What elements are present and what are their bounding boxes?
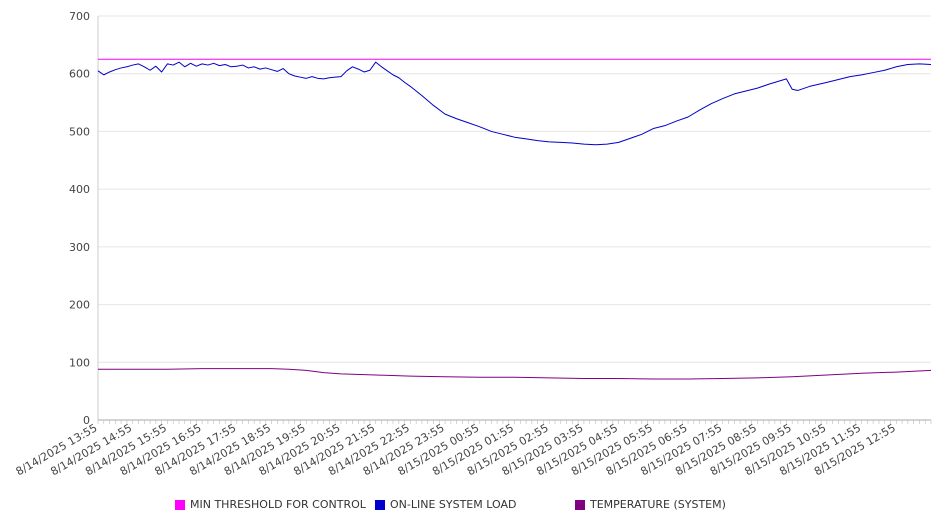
y-tick-label: 300: [69, 241, 90, 254]
legend-label-min-threshold: MIN THRESHOLD FOR CONTROL: [190, 498, 366, 511]
legend-label-system-load: ON-LINE SYSTEM LOAD: [390, 498, 517, 511]
series-line-system-load: [97, 61, 932, 146]
legend-swatch-system-load: [375, 499, 385, 510]
y-tick-label: 100: [69, 356, 90, 369]
legend-swatch-temperature: [575, 499, 585, 510]
y-tick-label: 200: [69, 299, 90, 312]
legend-swatch-min-threshold: [175, 499, 185, 510]
y-tick-label: 500: [69, 125, 90, 138]
legend: MIN THRESHOLD FOR CONTROL ON-LINE SYSTEM…: [0, 498, 946, 514]
legend-label-temperature: TEMPERATURE (SYSTEM): [590, 498, 726, 511]
y-tick-label: 600: [69, 68, 90, 81]
legend-item-min-threshold[interactable]: MIN THRESHOLD FOR CONTROL: [175, 498, 366, 511]
series-lines: [97, 58, 932, 380]
grid-lines: [98, 15, 931, 363]
y-tick-label: 700: [69, 10, 90, 23]
y-tick-label: 0: [83, 414, 90, 427]
y-tick-label: 400: [69, 183, 90, 196]
legend-item-temperature[interactable]: TEMPERATURE (SYSTEM): [575, 498, 726, 511]
legend-item-system-load[interactable]: ON-LINE SYSTEM LOAD: [375, 498, 516, 511]
axes: [97, 16, 932, 424]
x-tick-labels: 8/14/2025 13:558/14/2025 14:558/14/2025 …: [14, 421, 898, 478]
y-tick-labels: 0 100 200 300 400 500 600 700: [69, 10, 90, 427]
series-line-temperature: [98, 368, 932, 380]
